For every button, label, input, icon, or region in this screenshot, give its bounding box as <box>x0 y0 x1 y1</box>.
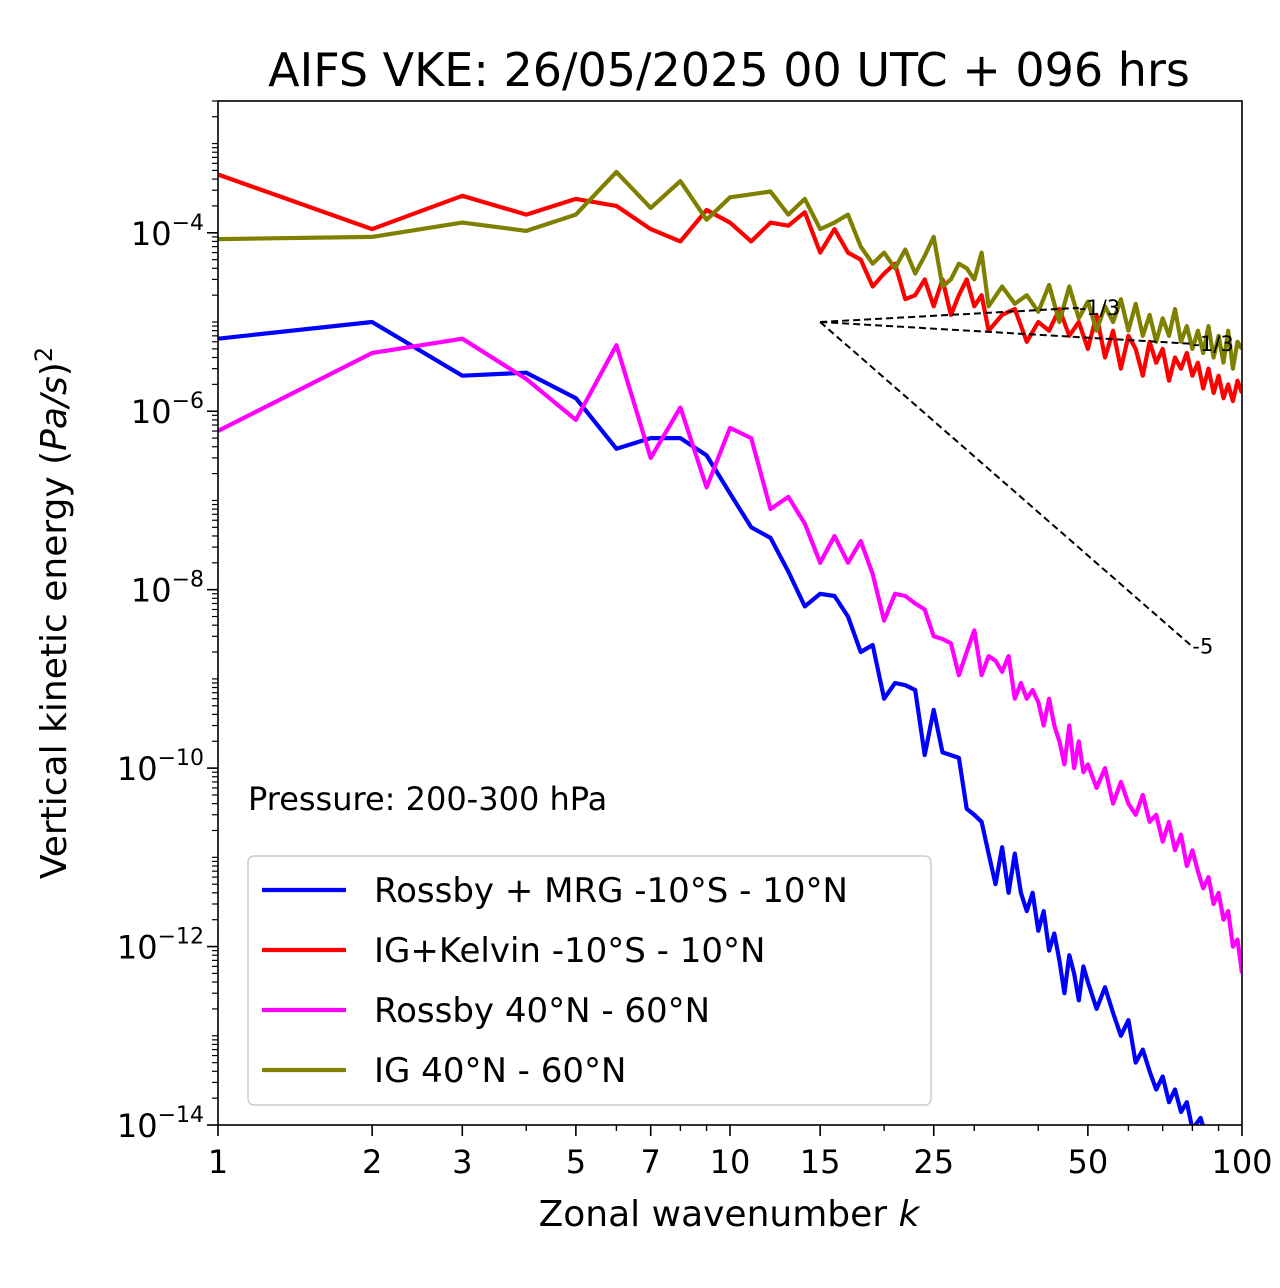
reference-slope-line-3 <box>819 321 1194 648</box>
y-tick-label: 10−14 <box>117 1103 204 1145</box>
x-tick-label: 10 <box>710 1143 751 1181</box>
y-axis-label: Vertical kinetic energy (Pa/s)2 <box>30 347 75 879</box>
legend: Rossby + MRG -10°S - 10°N IG+Kelvin -10°S… <box>247 855 932 1106</box>
series-line-1 <box>218 319 1205 1125</box>
reference-slope-line-1 <box>820 306 1079 324</box>
x-tick-label: 50 <box>1068 1143 1109 1181</box>
legend-label-4: IG 40°N - 60°N <box>374 1051 626 1091</box>
legend-label-3: Rossby 40°N - 60°N <box>374 991 710 1031</box>
series-line-4 <box>218 169 1242 371</box>
plot-area: -1/3 -1/3 -5 <box>217 100 1243 1126</box>
x-tick-label: 100 <box>1211 1143 1272 1181</box>
y-tick-label: 10−4 <box>131 211 204 253</box>
chart-title: AIFS VKE: 26/05/2025 00 UTC + 096 hrs <box>268 43 1190 97</box>
x-tick-label: 1 <box>208 1143 228 1181</box>
x-tick-label: 25 <box>913 1143 954 1181</box>
series-layer <box>218 169 1242 1125</box>
reference-slope-label-2: -1/3 <box>1192 332 1233 356</box>
series-line-2 <box>218 172 1242 404</box>
legend-label-1: Rossby + MRG -10°S - 10°N <box>374 871 848 911</box>
series-line-3 <box>218 336 1242 974</box>
x-tick-label: 7 <box>641 1143 661 1181</box>
reference-slopes: -1/3 -1/3 -5 <box>819 296 1234 659</box>
x-axis: 1 2 3 5 7 10 15 25 50 100 <box>208 1125 1273 1181</box>
legend-label-2: IG+Kelvin -10°S - 10°N <box>374 931 765 971</box>
x-tick-label: 15 <box>800 1143 841 1181</box>
reference-slope-line-2 <box>820 321 1193 345</box>
x-axis-label: Zonal wavenumber k <box>539 1194 922 1235</box>
y-tick-label: 10−12 <box>117 925 204 967</box>
x-tick-label: 3 <box>452 1143 472 1181</box>
x-tick-label: 2 <box>362 1143 382 1181</box>
y-tick-label: 10−8 <box>131 568 204 610</box>
y-axis: 10−4 10−6 10−8 10−10 10−12 10−14 <box>117 100 218 1145</box>
x-tick-label: 5 <box>566 1143 586 1181</box>
pressure-annotation: Pressure: 200-300 hPa <box>248 780 607 818</box>
reference-slope-label-3: -5 <box>1192 635 1213 659</box>
y-tick-label: 10−10 <box>117 746 204 788</box>
legend-box <box>247 855 932 1106</box>
y-tick-label: 10−6 <box>131 389 204 431</box>
reference-slope-label-1: -1/3 <box>1079 296 1120 320</box>
